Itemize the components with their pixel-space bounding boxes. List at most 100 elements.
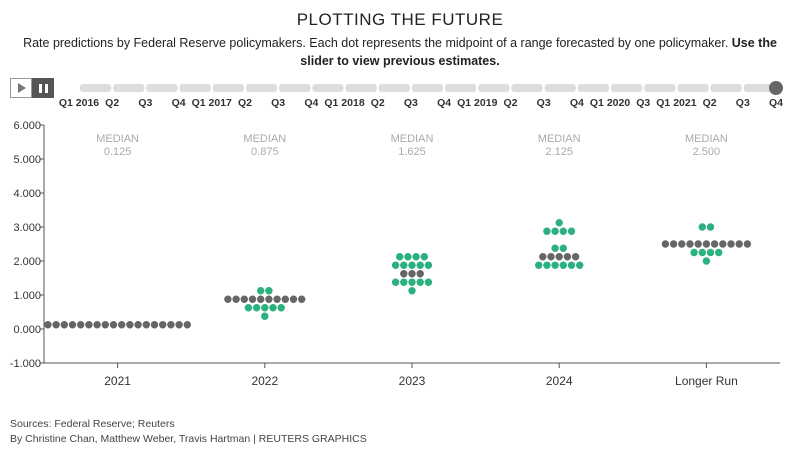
forecast-dot: [257, 287, 265, 295]
timeline-label[interactable]: Q2: [371, 97, 385, 109]
forecast-dot: [408, 287, 416, 295]
forecast-dot: [706, 248, 715, 257]
timeline-segment[interactable]: [146, 84, 178, 92]
timeline-label[interactable]: Q4: [172, 97, 186, 109]
timeline-segment[interactable]: [611, 84, 643, 92]
forecast-dot: [400, 278, 408, 286]
timeline-segment[interactable]: [677, 84, 709, 92]
timeline-label[interactable]: Q4: [304, 97, 318, 109]
forecast-dot: [244, 304, 253, 312]
forecast-dot: [391, 278, 400, 286]
forecast-dot: [408, 278, 416, 286]
timeline-segment[interactable]: [345, 84, 377, 92]
forecast-dot: [698, 223, 706, 231]
timeline-label[interactable]: Q4: [437, 97, 451, 109]
timeline-segment[interactable]: [577, 84, 610, 92]
median-dot: [669, 240, 678, 248]
forecast-dot: [702, 257, 711, 265]
forecast-dot: [698, 248, 706, 257]
median-dot: [134, 321, 142, 329]
forecast-dot: [567, 261, 576, 269]
forecast-dot: [277, 304, 285, 312]
timeline-segment[interactable]: [544, 84, 576, 92]
timeline-label[interactable]: Q1 2019: [457, 97, 497, 109]
timeline-label[interactable]: Q2: [503, 97, 517, 109]
timeline-label[interactable]: Q2: [703, 97, 717, 109]
median-value: 0.125: [104, 146, 132, 158]
timeline-segment[interactable]: [743, 84, 775, 92]
forecast-dot: [559, 227, 567, 235]
y-tick-label: 2.000: [13, 256, 41, 268]
forecast-dot: [391, 261, 400, 269]
timeline-label[interactable]: Q1 2016: [59, 97, 99, 109]
timeline-label[interactable]: Q4: [570, 97, 584, 109]
median-value: 2.500: [693, 146, 721, 158]
timeline-label[interactable]: Q1 2017: [192, 97, 232, 109]
timeline-label[interactable]: Q3: [537, 97, 551, 109]
median-dot: [547, 253, 555, 261]
forecast-dot: [690, 248, 698, 257]
pause-button[interactable]: [32, 78, 54, 98]
timeline-segment[interactable]: [478, 84, 510, 92]
median-dot: [257, 295, 265, 303]
median-dot: [719, 240, 727, 248]
timeline-label[interactable]: Q1 2018: [324, 97, 364, 109]
y-tick-label: 0.000: [13, 324, 41, 336]
median-dot: [126, 321, 134, 329]
timeline-slider[interactable]: Q1 2016 Q2 Q3 Q4 Q1 2017 Q2 Q3 Q4 Q1 2018 Q2 Q3 Q4 Q…: [0, 78, 800, 112]
median-dot: [183, 321, 191, 329]
median-dot: [85, 321, 93, 329]
timeline-label[interactable]: Q3: [736, 97, 750, 109]
timeline-segment[interactable]: [279, 84, 311, 92]
median-dot: [281, 295, 289, 303]
timeline-label[interactable]: Q1 2021: [656, 97, 696, 109]
playback-controls: [10, 78, 54, 98]
median-dot: [118, 321, 126, 329]
median-dot: [60, 321, 68, 329]
forecast-dot: [416, 261, 424, 269]
timeline-segment[interactable]: [179, 84, 211, 92]
slider-handle[interactable]: [769, 81, 783, 95]
median-dot: [68, 321, 77, 329]
median-dot: [400, 270, 408, 278]
timeline-segment[interactable]: [445, 84, 477, 92]
timeline-segment[interactable]: [113, 84, 145, 92]
median-dot: [563, 253, 572, 261]
timeline-segment[interactable]: [80, 84, 112, 92]
forecast-dot: [261, 312, 269, 320]
timeline-label[interactable]: Q4: [769, 97, 783, 109]
timeline-segment[interactable]: [212, 84, 244, 92]
timeline-label[interactable]: Q2: [238, 97, 252, 109]
forecast-dot: [576, 261, 584, 269]
median-dot: [273, 295, 281, 303]
timeline-label[interactable]: Q1 2020: [590, 97, 630, 109]
timeline-segment[interactable]: [312, 84, 344, 92]
timeline-segment[interactable]: [411, 84, 444, 92]
forecast-dot: [555, 219, 563, 227]
median-label: MEDIAN: [391, 133, 434, 145]
timeline-segment[interactable]: [511, 84, 543, 92]
credits-note: By Christine Chan, Matthew Weber, Travis…: [10, 433, 367, 445]
timeline-label[interactable]: Q2: [105, 97, 119, 109]
y-tick-label: 5.000: [13, 154, 41, 166]
median-dot: [661, 240, 670, 248]
median-dot: [539, 253, 547, 261]
median-dot: [167, 321, 175, 329]
timeline-segment[interactable]: [710, 84, 742, 92]
dot-plot: 6.000 5.000 4.000 3.000 2.000 1.000 0.000 -1.00…: [10, 120, 780, 388]
median-dot: [240, 295, 248, 303]
timeline-label[interactable]: Q3: [404, 97, 418, 109]
median-value: 0.875: [251, 146, 279, 158]
timeline-label[interactable]: Q3: [138, 97, 152, 109]
timeline-segment[interactable]: [378, 84, 410, 92]
median-dot: [265, 295, 273, 303]
play-button[interactable]: [10, 78, 32, 98]
timeline-label[interactable]: Q3: [271, 97, 285, 109]
timeline-label[interactable]: Q3: [636, 97, 650, 109]
timeline-segment[interactable]: [245, 84, 278, 92]
forecast-dot: [400, 261, 408, 269]
median-dot: [408, 270, 416, 278]
timeline-segment[interactable]: [644, 84, 676, 92]
y-tick-label: 4.000: [13, 188, 41, 200]
median-dot: [710, 240, 719, 248]
